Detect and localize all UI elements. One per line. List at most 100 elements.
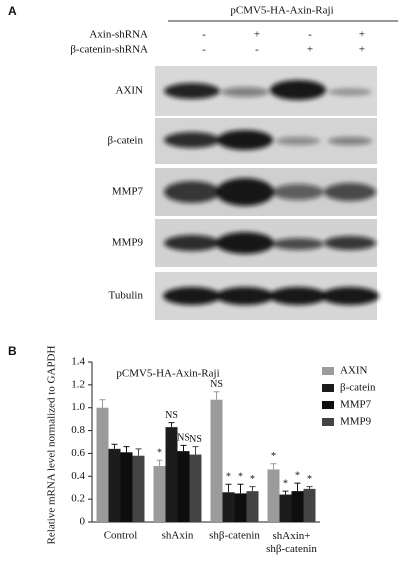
legend-label: MMP7 [340,399,372,411]
bar [165,427,178,522]
legend-swatch [322,418,334,426]
band [324,183,376,201]
band [163,287,221,305]
bar [153,466,166,522]
bar [96,407,109,522]
y-axis-label: Relative mRNA level normalized to GAPDH [46,346,58,545]
bar [132,455,145,522]
bar [189,454,202,522]
band [321,287,379,305]
band [164,83,220,99]
annotation: NS [210,379,223,390]
band [276,137,320,145]
x-tick-label: shAxin+ shβ-catenin [266,530,317,555]
annotation: * [157,448,162,459]
legend-label: β-catein [340,382,376,394]
label-line: shβ-catenin [266,543,317,555]
error-bar [156,459,163,466]
error-bar [249,486,256,492]
bar [246,491,259,522]
band [269,287,327,305]
condition-sign: + [254,29,260,41]
bar [108,448,121,522]
condition-sign: - [202,44,206,56]
y-tick-label: 0 [80,516,86,528]
bar [234,493,247,522]
legend-label: AXIN [340,365,368,377]
blot-label: AXIN [116,85,144,97]
blot-rows [155,66,379,320]
annotation: NS [189,434,202,445]
y-tick-label: 0.4 [71,470,85,482]
error-bar [225,483,232,493]
y-tick-label: 0.6 [71,447,85,459]
band [216,287,274,305]
y-tick-label: 1.2 [71,378,85,390]
condition-sign: - [202,29,206,41]
annotation: * [250,474,255,485]
legend-swatch [322,401,334,409]
condition-label: Axin-shRNA [89,29,148,41]
error-bar [270,463,277,470]
blot-title: pCMV5-HA-Axin-Raji [230,5,333,17]
annotation: * [226,472,231,483]
condition-sign: + [359,29,365,41]
band [328,88,372,96]
error-bar [99,399,106,408]
error-bar [180,444,187,452]
bar [279,494,292,522]
band [221,87,269,97]
error-bar [168,422,175,428]
bar [267,469,280,522]
label-line: shAxin+ [273,530,311,542]
condition-sign: + [307,44,313,56]
x-tick-label: shAxin [162,530,194,542]
bar [222,492,235,522]
error-bar [237,483,244,494]
band [324,236,376,250]
band [164,181,220,203]
band [164,132,220,148]
band [217,130,273,150]
condition-sign: - [308,29,312,41]
error-bar [135,448,142,456]
condition-label: β-catenin-shRNA [70,44,148,56]
panel-label: B [8,344,17,358]
annotation: * [283,478,288,489]
legend-label: MMP9 [340,416,372,428]
panel-label: A [8,4,17,18]
error-bar [282,490,289,495]
legend-swatch [322,367,334,375]
blot-label: MMP7 [112,186,144,198]
bar [120,452,133,522]
x-tick-label: Control [104,530,138,542]
y-tick-label: 1.4 [71,356,85,368]
bar [303,488,316,522]
band [272,238,324,250]
bar [291,491,304,522]
error-bar [111,443,118,449]
annotation: NS [165,410,178,421]
error-bar [213,391,220,400]
band [270,80,326,100]
bar [210,399,223,522]
annotation: * [238,472,243,483]
y-tick-label: 0.2 [71,493,85,505]
band [164,235,220,251]
annotation: NS [177,433,190,444]
bar [177,451,190,522]
error-bar [294,482,301,492]
legend-swatch [322,384,334,392]
annotation: * [307,474,312,485]
error-bar [192,446,199,455]
y-tick-label: 1.0 [71,401,85,413]
error-bar [123,446,130,453]
chart-title: pCMV5-HA-Axin-Raji [116,368,219,380]
annotation: * [295,470,300,481]
x-tick-label: shβ-catenin [209,530,260,542]
blot-label: β-catein [107,135,143,147]
band [216,232,274,254]
condition-sign: - [255,44,259,56]
blot-label: Tubulin [109,290,144,302]
